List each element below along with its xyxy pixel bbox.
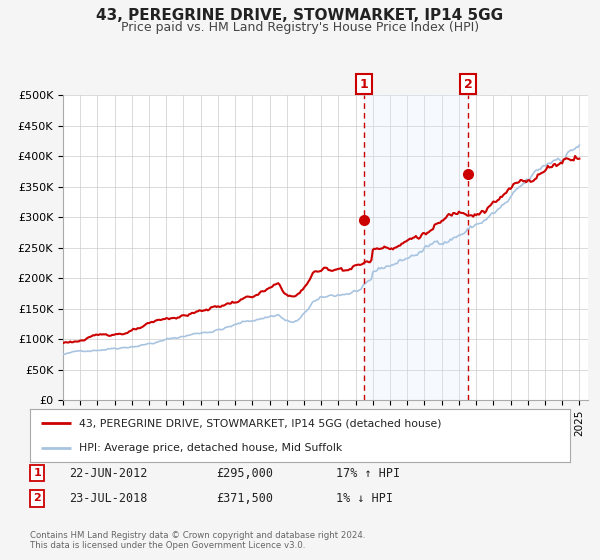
Text: 2: 2 xyxy=(34,493,41,503)
Text: 43, PEREGRINE DRIVE, STOWMARKET, IP14 5GG (detached house): 43, PEREGRINE DRIVE, STOWMARKET, IP14 5G… xyxy=(79,418,441,428)
Text: HPI: Average price, detached house, Mid Suffolk: HPI: Average price, detached house, Mid … xyxy=(79,442,342,452)
Text: 23-JUL-2018: 23-JUL-2018 xyxy=(69,492,148,505)
Text: £295,000: £295,000 xyxy=(216,466,273,480)
Text: Price paid vs. HM Land Registry's House Price Index (HPI): Price paid vs. HM Land Registry's House … xyxy=(121,21,479,34)
Bar xyxy=(364,95,469,400)
Text: 43, PEREGRINE DRIVE, STOWMARKET, IP14 5GG: 43, PEREGRINE DRIVE, STOWMARKET, IP14 5G… xyxy=(97,8,503,24)
Text: This data is licensed under the Open Government Licence v3.0.: This data is licensed under the Open Gov… xyxy=(30,541,305,550)
Text: £371,500: £371,500 xyxy=(216,492,273,505)
Text: Contains HM Land Registry data © Crown copyright and database right 2024.: Contains HM Land Registry data © Crown c… xyxy=(30,531,365,540)
Text: 2: 2 xyxy=(464,78,473,91)
Text: 22-JUN-2012: 22-JUN-2012 xyxy=(69,466,148,480)
Text: 17% ↑ HPI: 17% ↑ HPI xyxy=(336,466,400,480)
Text: 1: 1 xyxy=(34,468,41,478)
Text: 1: 1 xyxy=(359,78,368,91)
Text: 1% ↓ HPI: 1% ↓ HPI xyxy=(336,492,393,505)
